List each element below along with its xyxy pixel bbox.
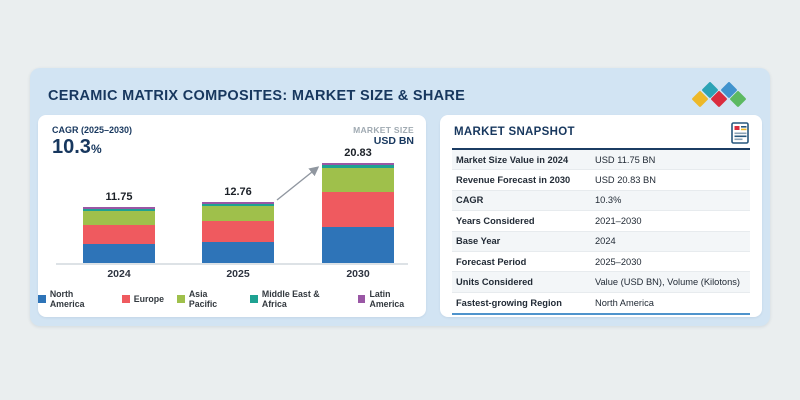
- bar-segment-middle-east-africa: [202, 203, 274, 207]
- market-size-unit-note: MARKET SIZE USD BN: [353, 125, 414, 147]
- snapshot-row-value: 10.3%: [595, 195, 622, 206]
- bar-segment-north-america: [322, 227, 394, 263]
- snapshot-row-label: Forecast Period: [456, 256, 527, 267]
- bar-segment-latin-america: [322, 163, 394, 166]
- snapshot-row: Fastest-growing Region North America: [452, 293, 750, 313]
- cagr-number: 10.3: [52, 136, 91, 158]
- snapshot-row-value: USD 11.75 BN: [595, 154, 656, 165]
- legend-item: Asia Pacific: [177, 289, 237, 309]
- legend-color-swatch: [357, 295, 366, 303]
- stacked-bar-2025: [202, 202, 274, 263]
- snapshot-row-value: Value (USD BN), Volume (Kilotons): [595, 277, 741, 288]
- x-axis-tick-label: 2024: [107, 268, 131, 280]
- snapshot-row: Base Year 2024: [452, 231, 750, 252]
- x-axis-tick-label: 2030: [346, 268, 370, 280]
- stacked-bar-2030: [322, 163, 394, 263]
- snapshot-row-label: CAGR: [456, 195, 484, 206]
- snapshot-row: Market Size Value in 2024 USD 11.75 BN: [452, 150, 750, 171]
- snapshot-row-value: 2025–2030: [595, 256, 642, 267]
- bar-segment-north-america: [202, 241, 274, 263]
- legend-item: Europe: [121, 289, 165, 309]
- bar-segment-middle-east-africa: [322, 165, 394, 169]
- stacked-bar-2024: [83, 206, 155, 263]
- legend-label: Middle East & Africa: [261, 289, 320, 309]
- snapshot-row: Forecast Period 2025–2030: [452, 252, 750, 273]
- bar-segment-europe: [83, 224, 155, 244]
- market-size-note-label: MARKET SIZE: [353, 125, 414, 135]
- bar-segment-latin-america: [202, 202, 274, 204]
- snapshot-row: Revenue Forecast in 2030 USD 20.83 BN: [452, 170, 750, 191]
- snapshot-table: Market Size Value in 2024 USD 11.75 BN Rev…: [452, 150, 750, 316]
- snapshot-row-label: Units Considered: [456, 277, 533, 288]
- snapshot-row-label: Fastest-growing Region: [456, 297, 562, 308]
- snapshot-row-label: Revenue Forecast in 2030: [456, 175, 571, 186]
- snapshot-row-value: North America: [595, 297, 654, 308]
- snapshot-row: Units Considered Value (USD BN), Volume (…: [452, 272, 750, 293]
- report-document-icon: [731, 122, 750, 150]
- cagr-value: 10.3%: [52, 136, 102, 159]
- market-size-chart-panel: CAGR (2025–2030) 10.3% MARKET SIZE USD B…: [38, 115, 426, 317]
- bar-segment-middle-east-africa: [83, 208, 155, 211]
- bar-segment-europe: [322, 192, 394, 228]
- snapshot-row-label: Market Size Value in 2024: [456, 154, 569, 165]
- x-axis-tick-label: 2025: [226, 268, 250, 280]
- bar-segment-asia-pacific: [202, 206, 274, 222]
- page-title: CERAMIC MATRIX COMPOSITES: MARKET SIZE &…: [48, 88, 466, 104]
- cagr-period-label: CAGR (2025–2030): [52, 125, 133, 135]
- header-divider: [452, 148, 750, 150]
- cagr-percent-sign: %: [90, 142, 102, 156]
- bar-total-label: 12.76: [224, 186, 252, 199]
- bar-total-label: 11.75: [105, 190, 133, 203]
- infographic-card: CERAMIC MATRIX COMPOSITES: MARKET SIZE &…: [30, 68, 770, 326]
- snapshot-row-value: 2024: [595, 236, 616, 247]
- legend-color-swatch: [250, 295, 258, 303]
- legend-color-swatch: [121, 295, 130, 303]
- snapshot-row-value: 2021–2030: [595, 215, 642, 226]
- legend-color-swatch: [177, 295, 185, 303]
- legend-label: Asia Pacific: [188, 289, 218, 309]
- bar-segment-asia-pacific: [322, 168, 394, 193]
- legend-item: North America: [38, 289, 109, 309]
- snapshot-row: CAGR 10.3%: [452, 190, 750, 212]
- market-snapshot-panel: MARKET SNAPSHOT Market Size Value in 202…: [440, 115, 762, 317]
- bar-segment-asia-pacific: [83, 210, 155, 225]
- usd-bn-unit-label: USD BN: [373, 135, 414, 147]
- chart-legend: North America Europe Asia Pacific Middle Ea…: [38, 289, 426, 309]
- brand-diamonds-logo: [691, 81, 747, 111]
- snapshot-row-label: Years Considered: [456, 215, 535, 226]
- legend-item: Middle East & Africa: [250, 289, 345, 309]
- snapshot-title: MARKET SNAPSHOT: [454, 126, 575, 138]
- snapshot-row-label: Base Year: [456, 236, 501, 247]
- legend-label: Europe: [133, 294, 165, 304]
- legend-label: North America: [49, 289, 85, 309]
- snapshot-row-value: USD 20.83 BN: [595, 175, 656, 186]
- stacked-bar-chart: North America Europe Asia Pacific Middle Ea…: [38, 115, 426, 317]
- legend-label: Latin America: [369, 289, 405, 309]
- x-axis-baseline: [56, 263, 408, 265]
- bar-segment-europe: [202, 221, 274, 242]
- snapshot-row: Years Considered 2021–2030: [452, 211, 750, 232]
- legend-item: Latin America: [357, 289, 426, 309]
- legend-color-swatch: [38, 295, 46, 303]
- bar-segment-latin-america: [83, 206, 155, 209]
- bar-segment-north-america: [83, 243, 155, 263]
- bar-total-label: 20.83: [344, 147, 372, 160]
